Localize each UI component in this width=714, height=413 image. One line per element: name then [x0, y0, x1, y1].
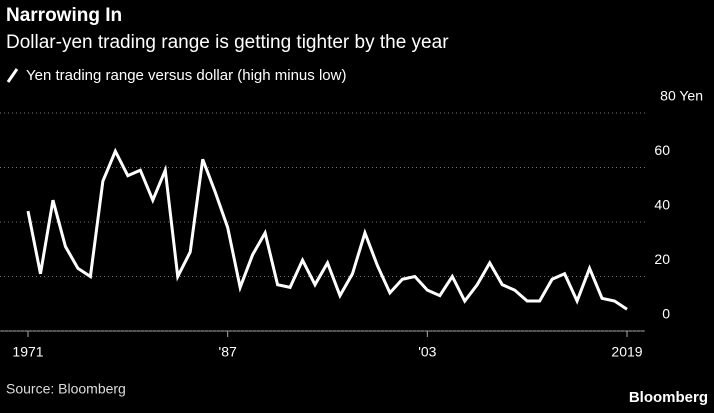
y-tick-label: 0: [662, 306, 670, 322]
legend-label: Yen trading range versus dollar (high mi…: [26, 67, 346, 84]
x-tick-label: '87: [219, 344, 237, 360]
chart-subtitle: Dollar-yen trading range is getting tigh…: [6, 32, 449, 53]
x-tick-label: '03: [418, 344, 436, 360]
y-tick-label: 60: [654, 142, 670, 158]
y-tick-label: 80 Yen: [660, 88, 703, 104]
x-tick-label: 1971: [12, 344, 43, 360]
x-tick-label: 2019: [611, 344, 642, 360]
y-tick-label: 20: [654, 251, 670, 267]
legend-swatch: [6, 68, 19, 83]
chart-title: Narrowing In: [6, 5, 122, 26]
data-line: [26, 147, 628, 311]
y-tick-label: 40: [654, 197, 670, 213]
brand: Bloomberg: [629, 389, 708, 406]
source: Source: Bloomberg: [6, 381, 126, 397]
